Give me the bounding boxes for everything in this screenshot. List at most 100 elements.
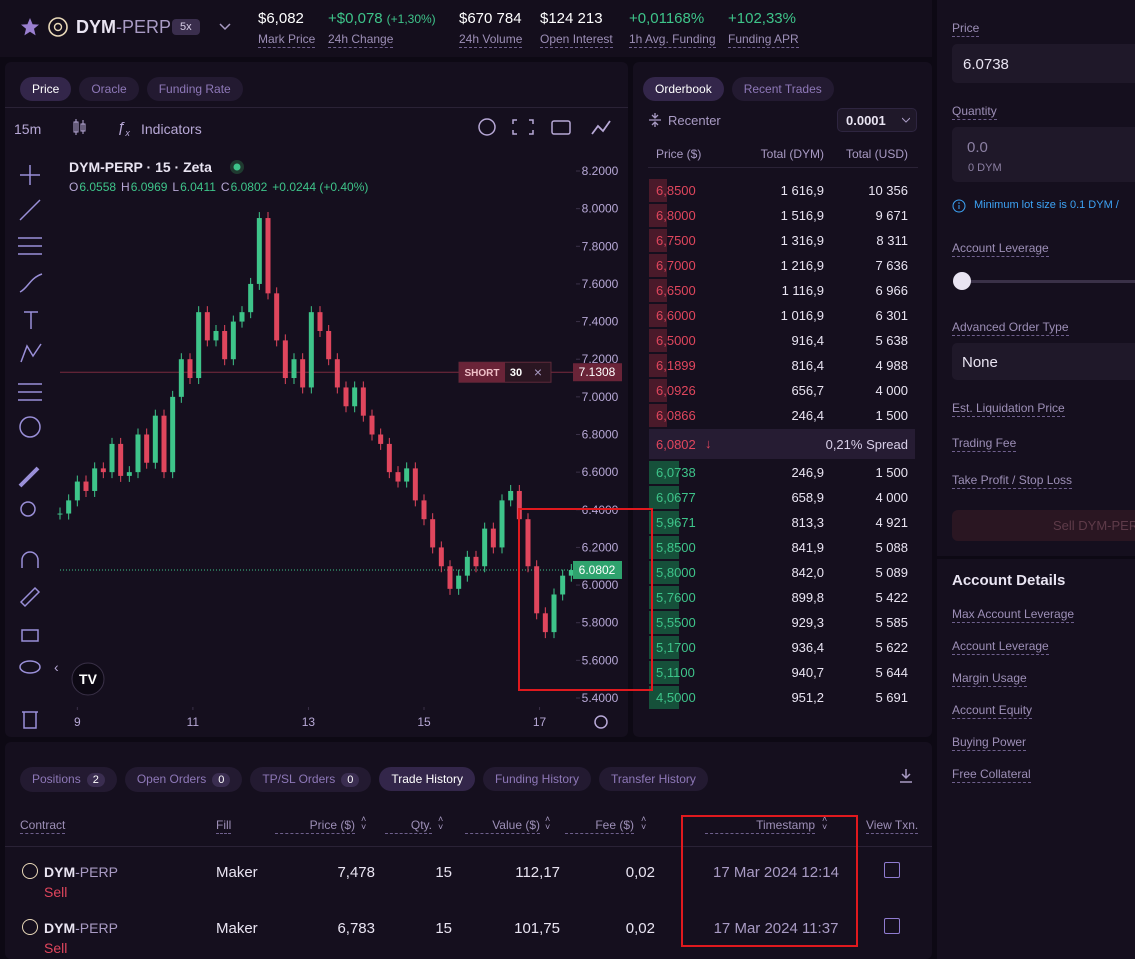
sort-icon[interactable]: ˄ ˅ <box>361 814 367 832</box>
chart-tabs: Price Oracle Funding Rate <box>20 77 251 101</box>
tab-label: Funding History <box>494 772 579 786</box>
stat-value: +$0,078 (+1,30%) <box>328 10 436 27</box>
book-total: 940,7 <box>791 665 824 680</box>
tab[interactable]: Trade History <box>379 767 475 791</box>
candle <box>274 293 280 341</box>
settings-icon[interactable] <box>478 118 496 136</box>
candle <box>568 570 574 576</box>
candle <box>222 330 228 360</box>
depth-bar <box>649 354 667 377</box>
submit-button[interactable]: Sell DYM-PERP <box>952 510 1135 541</box>
text-tool[interactable] <box>24 311 38 329</box>
y-tick-label: 6.8000 <box>582 428 619 442</box>
sort-icon[interactable]: ˄ ˅ <box>545 814 551 832</box>
position-side: SHORT <box>465 368 500 379</box>
lock-tool[interactable] <box>21 629 39 642</box>
book-price: 6,5000 <box>656 333 696 348</box>
stat-value: +0,01168% <box>629 10 704 27</box>
stat-label: 24h Change <box>328 32 394 48</box>
sort-icon[interactable]: ˄ ˅ <box>438 814 444 832</box>
sort-icon[interactable]: ˄ ˅ <box>641 814 647 832</box>
view-txn[interactable] <box>884 862 900 878</box>
candle <box>508 490 514 501</box>
candle <box>213 330 219 341</box>
magnet-tool[interactable] <box>21 551 39 568</box>
quantity-input[interactable]: 0.0 0 DYM <box>952 127 1135 182</box>
market-dropdown[interactable] <box>219 22 231 32</box>
stat-number: +0,01168% <box>629 10 705 27</box>
fullscreen-icon[interactable] <box>512 119 534 135</box>
axis-settings[interactable] <box>594 715 608 729</box>
view-txn[interactable] <box>884 918 900 934</box>
brush-tool[interactable] <box>19 273 43 293</box>
market-suffix: -PERP <box>116 17 172 37</box>
trend-tool[interactable] <box>19 199 41 221</box>
trade-side: Sell <box>44 884 68 900</box>
collapse-toolbar[interactable]: ‹ <box>54 659 59 675</box>
book-total: 4 988 <box>875 358 908 373</box>
book-total: 246,9 <box>791 465 824 480</box>
recenter-button[interactable]: Recenter <box>668 113 721 128</box>
candle <box>473 556 479 567</box>
candle-type-icon[interactable] <box>71 118 87 136</box>
tab-count: 0 <box>341 773 360 787</box>
ruler-tool[interactable] <box>18 466 40 488</box>
candle <box>152 415 158 463</box>
fib-tool[interactable] <box>18 237 42 255</box>
candle <box>204 312 210 341</box>
account-item: Max Account Leverage <box>952 607 1075 623</box>
contract: DYM-PERP <box>44 864 118 880</box>
candle <box>378 434 384 444</box>
tick-size-select[interactable]: 0.0001 <box>837 108 917 132</box>
candle <box>126 472 132 476</box>
tab-label: Trade History <box>391 772 463 786</box>
leverage-thumb[interactable] <box>953 272 971 290</box>
tab[interactable]: TP/SL Orders 0 <box>250 767 372 792</box>
book-total: 1 616,9 <box>780 183 824 198</box>
compare-icon[interactable] <box>591 120 611 135</box>
candle <box>386 443 392 473</box>
tab[interactable]: Transfer History <box>599 767 708 791</box>
lock-draw-tool[interactable] <box>19 586 41 608</box>
book-total: 5 638 <box>875 333 908 348</box>
stat-label: Funding APR <box>728 32 799 48</box>
tab[interactable]: Oracle <box>79 77 139 101</box>
order-type-select[interactable]: None <box>952 343 1135 380</box>
visibility-tool[interactable] <box>19 660 41 674</box>
contract-logo <box>22 919 38 935</box>
stat-change: (+1,30%) <box>386 12 436 26</box>
download-icon[interactable] <box>899 768 913 784</box>
delete-tool[interactable] <box>22 711 38 729</box>
tab[interactable]: Funding History <box>482 767 591 791</box>
prediction-tool[interactable] <box>18 383 42 401</box>
candle <box>412 468 418 501</box>
recenter-icon[interactable] <box>648 112 662 128</box>
indicators-button[interactable]: Indicators <box>141 121 202 137</box>
book-total: 5 622 <box>875 640 908 655</box>
x-tick-label: 9 <box>74 715 81 729</box>
star-icon[interactable] <box>20 17 40 37</box>
interval[interactable]: 15m <box>14 121 42 137</box>
tab[interactable]: Positions 2 <box>20 767 117 792</box>
book-total: 656,7 <box>791 383 824 398</box>
sort-icon[interactable]: ˄ ˅ <box>822 814 828 832</box>
tab-label: Open Orders <box>136 772 207 786</box>
book-price: 5,1100 <box>656 665 695 680</box>
tab[interactable]: Price <box>20 77 72 101</box>
screenshot-icon[interactable] <box>551 120 571 135</box>
candle <box>499 500 505 548</box>
tab[interactable]: Funding Rate <box>146 77 243 101</box>
emoji-tool[interactable] <box>19 416 41 438</box>
tab[interactable]: Open Orders 0 <box>124 767 243 792</box>
zoom-tool[interactable] <box>20 501 36 517</box>
stat-number: $670 784 <box>459 10 522 27</box>
crosshair-tool[interactable] <box>20 165 40 185</box>
fx-icon[interactable]: ƒx <box>117 119 130 138</box>
ohlc: O 6.0558 H 6.0969 L 6.0411 C 6.0802 <box>69 180 268 194</box>
tab[interactable]: Orderbook <box>643 77 724 101</box>
book-total: 5 088 <box>875 540 908 555</box>
price-input[interactable]: 6.0738 <box>952 44 1135 83</box>
candle <box>464 556 470 576</box>
tab[interactable]: Recent Trades <box>731 77 834 101</box>
pattern-tool[interactable] <box>20 343 42 363</box>
